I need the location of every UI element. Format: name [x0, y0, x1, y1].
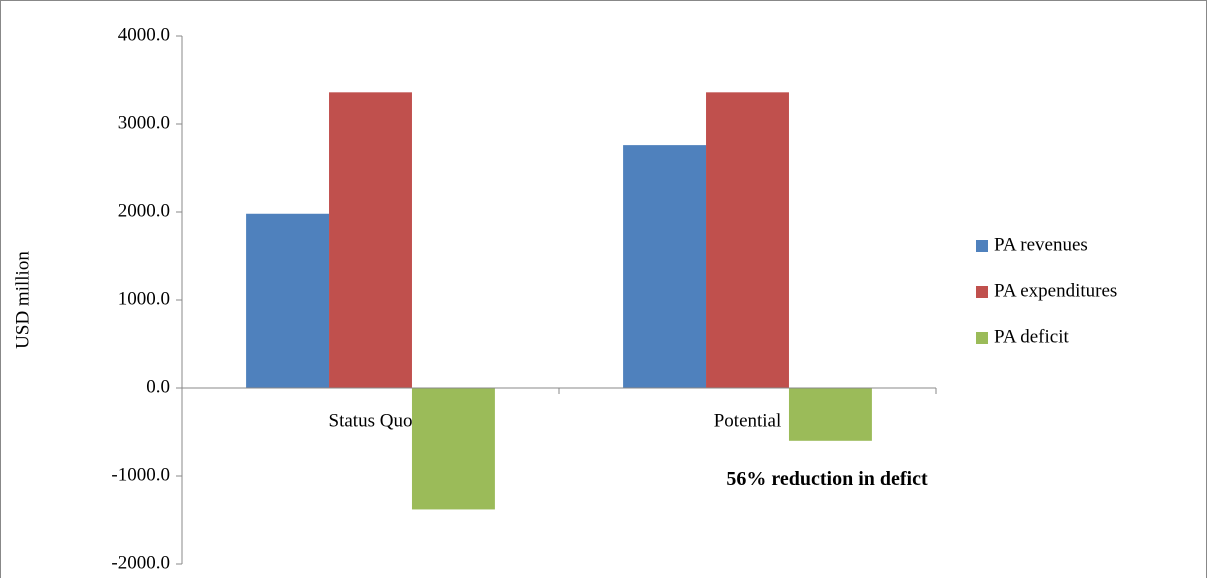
legend-label: PA revenues	[994, 234, 1088, 255]
legend-swatch	[976, 286, 988, 298]
bar	[246, 213, 330, 388]
bar	[788, 388, 872, 441]
bar	[329, 92, 412, 388]
bar	[706, 92, 789, 388]
legend-label: PA deficit	[994, 326, 1069, 347]
y-tick-label: 1000.0	[118, 288, 170, 309]
y-tick-label: 0.0	[146, 376, 170, 397]
y-tick-label: 2000.0	[118, 200, 170, 221]
y-tick-label: -1000.0	[111, 464, 170, 485]
x-tick-label: Status Quo	[329, 410, 413, 431]
bar	[411, 388, 495, 510]
y-axis-label: USD million	[12, 251, 33, 349]
legend-swatch	[976, 240, 988, 252]
y-tick-label: 4000.0	[118, 24, 170, 45]
x-tick-label: Potential	[714, 410, 782, 431]
legend-swatch	[976, 332, 988, 344]
y-tick-label: 3000.0	[118, 112, 170, 133]
legend-label: PA expenditures	[994, 280, 1117, 301]
annotation: 56% reduction in defict	[726, 468, 928, 490]
y-tick-label: -2000.0	[111, 552, 170, 573]
bar	[623, 145, 707, 388]
